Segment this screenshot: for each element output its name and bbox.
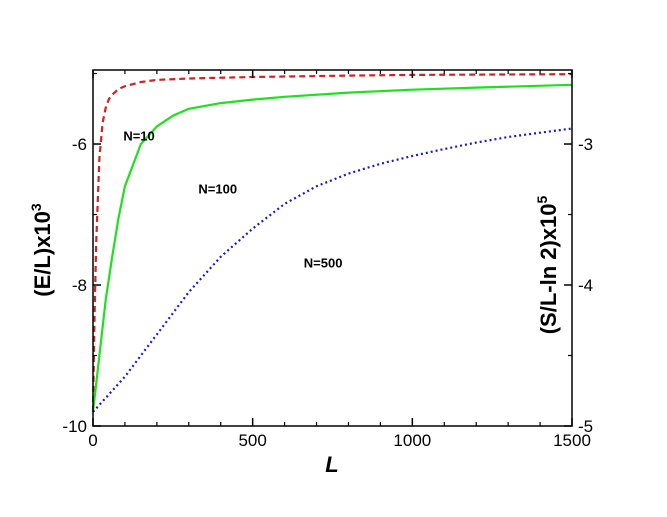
y-left-axis-label-sup: 3 bbox=[28, 203, 44, 211]
y-right-axis-label-text: (S/L-ln 2)x10 bbox=[536, 203, 561, 334]
series-layer bbox=[91, 73, 573, 413]
tick-labels-layer: 0 500 1000 1500 -10 -8 -6 -5 -4 -3 bbox=[62, 135, 593, 450]
x-tick-label: 500 bbox=[238, 431, 266, 450]
y-right-tick-label: -4 bbox=[578, 276, 593, 295]
x-tick-label: 1000 bbox=[393, 431, 431, 450]
series-line-1 bbox=[91, 83, 573, 413]
y-right-tick-label: -3 bbox=[578, 135, 593, 154]
y-right-axis-label-sup: 5 bbox=[534, 195, 550, 203]
plot-frame bbox=[92, 69, 573, 427]
x-axis-label: L bbox=[325, 452, 338, 477]
series-line-0 bbox=[91, 73, 573, 412]
y-right-tick-label: -5 bbox=[578, 417, 593, 436]
series-label-1: N=100 bbox=[198, 181, 237, 196]
y-left-tick-label: -10 bbox=[62, 417, 87, 436]
y-left-tick-label: -6 bbox=[72, 135, 87, 154]
series-label-0: N=10 bbox=[123, 128, 154, 143]
x-tick-label: 1500 bbox=[553, 431, 591, 450]
y-right-axis-label: (S/L-ln 2)x105 bbox=[534, 195, 561, 334]
x-axis-label-text: L bbox=[325, 452, 338, 477]
y-left-tick-label: -8 bbox=[72, 276, 87, 295]
y-left-axis-label: (E/L)x103 bbox=[28, 203, 55, 297]
series-label-2: N=500 bbox=[304, 255, 343, 270]
annotation-layer: N=10 N=100 N=500 bbox=[123, 128, 342, 270]
x-tick-label: 0 bbox=[88, 431, 97, 450]
ticks-layer bbox=[92, 70, 573, 427]
y-left-axis-label-text: (E/L)x10 bbox=[30, 211, 55, 297]
series-line-2 bbox=[92, 127, 573, 413]
